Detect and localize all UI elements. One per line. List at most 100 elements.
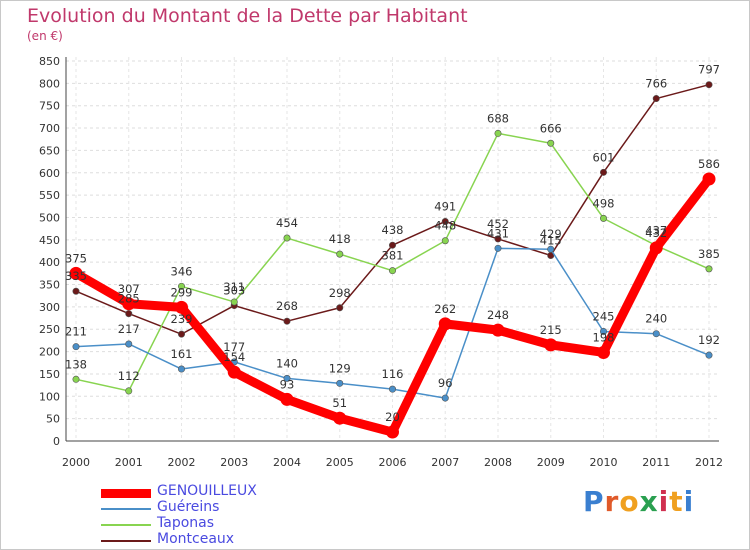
y-tick-label: 550 (39, 189, 60, 202)
data-label: 491 (434, 199, 456, 213)
x-tick-label: 2004 (273, 456, 301, 469)
data-label: 429 (540, 227, 562, 241)
data-label: 262 (434, 302, 456, 316)
data-label: 437 (645, 224, 667, 238)
data-point (72, 287, 80, 295)
data-label: 381 (382, 249, 404, 263)
data-label: 51 (332, 396, 347, 410)
data-point (72, 343, 80, 351)
data-point (544, 338, 558, 352)
y-tick-label: 250 (39, 323, 60, 336)
data-point (491, 323, 505, 337)
data-label: 154 (223, 350, 245, 364)
legend-label: Taponas (157, 515, 215, 531)
data-point (649, 241, 663, 255)
data-label: 311 (223, 280, 245, 294)
data-point (702, 172, 716, 186)
y-tick-label: 400 (39, 256, 60, 269)
legend-label: GENOUILLEUX (157, 483, 257, 499)
data-label: 245 (593, 309, 615, 323)
y-tick-label: 350 (39, 279, 60, 292)
legend-swatch (101, 508, 151, 510)
data-point (125, 340, 133, 348)
data-point (178, 365, 186, 373)
data-label: 452 (487, 217, 509, 231)
data-label: 385 (698, 247, 720, 261)
y-tick-label: 650 (39, 144, 60, 157)
data-point (178, 282, 186, 290)
data-point (230, 298, 238, 306)
data-point (336, 379, 344, 387)
data-point (705, 265, 713, 273)
data-label: 129 (329, 361, 351, 375)
data-label: 498 (593, 196, 615, 210)
y-tick-label: 500 (39, 211, 60, 224)
data-point (599, 214, 607, 222)
x-tick-label: 2002 (168, 456, 196, 469)
data-label: 375 (65, 251, 87, 265)
data-point (69, 266, 83, 280)
data-point (178, 330, 186, 338)
y-tick-label: 800 (39, 77, 60, 90)
y-tick-label: 200 (39, 346, 60, 359)
y-tick-label: 850 (39, 55, 60, 68)
data-label: 177 (223, 340, 245, 354)
data-label: 448 (434, 219, 456, 233)
x-tick-label: 2012 (695, 456, 723, 469)
data-point (547, 139, 555, 147)
data-point (386, 425, 399, 439)
data-label: 112 (118, 369, 140, 383)
data-point (441, 394, 449, 402)
data-label: 211 (65, 325, 87, 339)
data-label: 586 (698, 157, 720, 171)
data-point (441, 237, 449, 245)
data-point (333, 411, 347, 425)
chart-title: Evolution du Montant de la Dette par Hab… (27, 5, 468, 27)
brand-letter: P (583, 485, 605, 518)
y-tick-label: 50 (46, 413, 60, 426)
brand-letter: i (658, 485, 670, 518)
x-tick-label: 2010 (590, 456, 618, 469)
data-label: 307 (118, 282, 140, 296)
data-label: 418 (329, 232, 351, 246)
data-point (494, 235, 502, 243)
y-tick-label: 750 (39, 100, 60, 113)
data-point (388, 385, 396, 393)
x-tick-label: 2011 (642, 456, 670, 469)
grid (66, 57, 719, 442)
data-label: 161 (171, 347, 193, 361)
data-label: 248 (487, 308, 509, 322)
brand-letter: o (619, 485, 640, 518)
x-tick-label: 2009 (537, 456, 565, 469)
data-label: 415 (540, 233, 562, 247)
y-tick-label: 450 (39, 234, 60, 247)
y-tick-label: 700 (39, 122, 60, 135)
data-point (227, 365, 241, 379)
data-point (388, 267, 396, 275)
axes: 0 50 100 150 200 250 300 350 400 450 500 550 600 650 7… (39, 55, 723, 469)
data-label: 431 (487, 226, 509, 240)
data-label: 20 (385, 410, 400, 424)
data-point (705, 81, 713, 89)
data-point (125, 310, 133, 318)
data-label: 198 (593, 330, 615, 344)
data-point (283, 234, 291, 242)
data-label: 215 (540, 323, 562, 337)
data-label: 303 (223, 284, 245, 298)
data-label: 601 (593, 150, 615, 164)
data-point (125, 387, 133, 395)
data-point (494, 129, 502, 137)
data-point (597, 345, 610, 359)
x-tick-label: 2007 (431, 456, 459, 469)
legend-swatch (101, 540, 151, 542)
data-label: 335 (65, 269, 87, 283)
data-label: 346 (171, 264, 193, 278)
x-tick-label: 2006 (379, 456, 407, 469)
data-point (175, 300, 188, 314)
data-label: 192 (698, 333, 720, 347)
y-tick-label: 600 (39, 167, 60, 180)
data-label: 240 (645, 312, 667, 326)
x-tick-label: 2005 (326, 456, 354, 469)
data-label: 438 (382, 223, 404, 237)
